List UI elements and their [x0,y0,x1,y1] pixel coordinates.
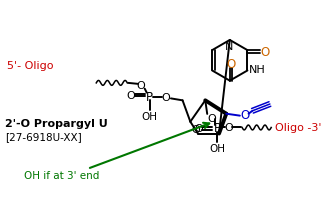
Text: O: O [208,113,216,123]
Text: O: O [260,45,270,58]
Text: [27-6918U-XX]: [27-6918U-XX] [5,131,82,141]
Text: P: P [146,91,153,103]
Text: OH: OH [209,143,225,153]
Text: 5'- Oligo: 5'- Oligo [7,61,53,71]
Text: P: P [214,121,220,134]
Text: O: O [226,57,235,70]
Text: OH: OH [142,111,158,121]
Text: N: N [225,42,233,51]
Text: O: O [137,80,145,90]
Text: O: O [240,109,249,122]
Text: Oligo -3': Oligo -3' [275,123,321,133]
Text: O: O [127,91,136,101]
Text: O: O [194,124,203,134]
Text: O: O [162,93,171,103]
Text: OH if at 3' end: OH if at 3' end [24,170,100,180]
Text: NH: NH [249,64,266,74]
Text: O: O [192,124,200,134]
Text: O: O [224,122,233,132]
Text: 2'-O Propargyl U: 2'-O Propargyl U [5,119,108,129]
